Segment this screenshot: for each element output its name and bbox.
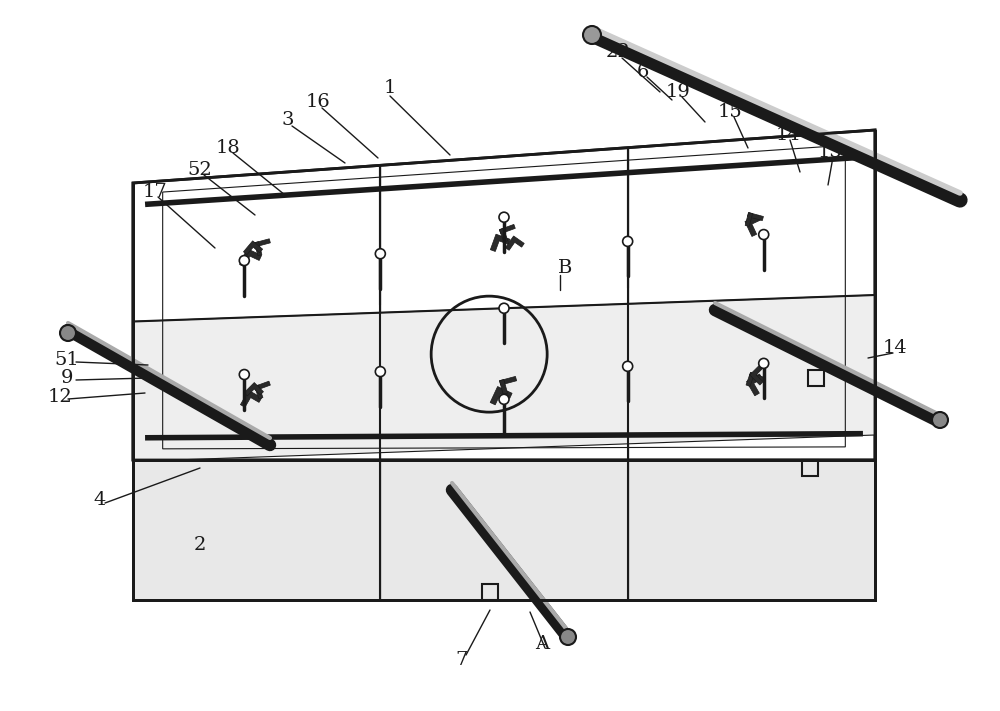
Text: 4: 4 — [94, 491, 106, 509]
Polygon shape — [133, 295, 875, 461]
Polygon shape — [133, 130, 875, 460]
Text: 18: 18 — [216, 139, 240, 157]
Circle shape — [623, 236, 633, 247]
Circle shape — [375, 367, 385, 377]
Text: 22: 22 — [606, 43, 630, 61]
Text: 12: 12 — [48, 388, 72, 406]
Text: B: B — [558, 259, 572, 277]
Polygon shape — [750, 365, 763, 385]
Circle shape — [759, 230, 769, 240]
Polygon shape — [254, 239, 270, 247]
Text: 2: 2 — [194, 536, 206, 554]
Text: 3: 3 — [282, 111, 294, 129]
Polygon shape — [747, 374, 762, 396]
Text: 13: 13 — [818, 143, 842, 161]
Circle shape — [623, 361, 633, 371]
Text: A: A — [535, 635, 549, 653]
Polygon shape — [747, 213, 763, 220]
Text: 52: 52 — [188, 161, 212, 179]
Polygon shape — [499, 225, 515, 234]
Text: 6: 6 — [637, 63, 649, 81]
Polygon shape — [746, 373, 755, 386]
Polygon shape — [490, 387, 512, 405]
Circle shape — [239, 255, 249, 265]
Bar — [482, 584, 498, 600]
Circle shape — [759, 358, 769, 368]
Circle shape — [239, 370, 249, 380]
Polygon shape — [244, 383, 263, 396]
Text: 14: 14 — [883, 339, 907, 357]
Text: 15: 15 — [718, 103, 742, 121]
Circle shape — [375, 249, 385, 259]
Polygon shape — [499, 228, 508, 242]
Circle shape — [499, 304, 509, 314]
Polygon shape — [243, 241, 263, 255]
Polygon shape — [505, 236, 524, 250]
Circle shape — [499, 212, 509, 223]
Bar — [808, 370, 824, 386]
Polygon shape — [749, 373, 765, 382]
Polygon shape — [240, 249, 262, 267]
Polygon shape — [500, 376, 517, 385]
Text: 7: 7 — [456, 651, 468, 669]
Polygon shape — [490, 234, 510, 252]
Text: 1: 1 — [384, 79, 396, 97]
Text: 19: 19 — [666, 83, 690, 101]
Circle shape — [932, 412, 948, 428]
Polygon shape — [254, 385, 263, 399]
Text: 14: 14 — [776, 126, 800, 144]
Polygon shape — [745, 213, 753, 227]
Polygon shape — [240, 390, 262, 407]
Bar — [802, 460, 818, 476]
Text: 51: 51 — [55, 351, 79, 369]
Circle shape — [583, 26, 601, 44]
Circle shape — [560, 629, 576, 645]
Circle shape — [499, 395, 509, 405]
Text: 16: 16 — [306, 93, 330, 111]
Text: 9: 9 — [61, 369, 73, 387]
Polygon shape — [254, 242, 262, 256]
Polygon shape — [500, 380, 508, 395]
Polygon shape — [254, 381, 270, 390]
Circle shape — [60, 325, 76, 341]
Polygon shape — [133, 460, 875, 600]
Polygon shape — [745, 215, 761, 237]
Text: 17: 17 — [143, 183, 167, 201]
